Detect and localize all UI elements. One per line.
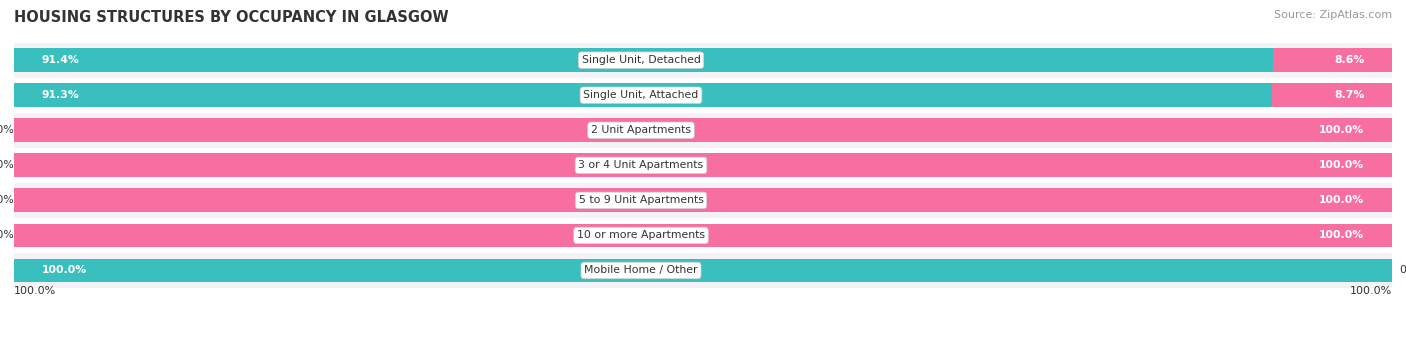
- Text: 0.0%: 0.0%: [0, 125, 14, 135]
- Text: Single Unit, Detached: Single Unit, Detached: [582, 55, 700, 65]
- Bar: [14, 83, 1272, 107]
- Text: 5 to 9 Unit Apartments: 5 to 9 Unit Apartments: [578, 195, 703, 205]
- Bar: [14, 43, 1392, 78]
- Text: Source: ZipAtlas.com: Source: ZipAtlas.com: [1274, 10, 1392, 20]
- Bar: [14, 78, 1392, 113]
- Text: 10 or more Apartments: 10 or more Apartments: [576, 231, 704, 240]
- Bar: [14, 258, 1392, 282]
- Text: 91.4%: 91.4%: [42, 55, 80, 65]
- Bar: [14, 183, 1392, 218]
- Text: Single Unit, Attached: Single Unit, Attached: [583, 90, 699, 100]
- Bar: [14, 48, 1274, 72]
- Text: HOUSING STRUCTURES BY OCCUPANCY IN GLASGOW: HOUSING STRUCTURES BY OCCUPANCY IN GLASG…: [14, 10, 449, 25]
- Text: 8.7%: 8.7%: [1334, 90, 1364, 100]
- Text: 2 Unit Apartments: 2 Unit Apartments: [591, 125, 690, 135]
- Bar: [14, 153, 1392, 177]
- Text: 3 or 4 Unit Apartments: 3 or 4 Unit Apartments: [578, 160, 703, 170]
- Bar: [14, 253, 1392, 288]
- Text: 100.0%: 100.0%: [1319, 125, 1364, 135]
- Bar: [1272, 83, 1392, 107]
- Text: 100.0%: 100.0%: [1350, 286, 1392, 296]
- Bar: [14, 48, 1392, 72]
- Text: 91.3%: 91.3%: [42, 90, 80, 100]
- Bar: [14, 148, 1392, 183]
- Text: 0.0%: 0.0%: [0, 160, 14, 170]
- Bar: [14, 189, 1392, 212]
- Text: 100.0%: 100.0%: [42, 266, 87, 276]
- Text: 100.0%: 100.0%: [1319, 231, 1364, 240]
- Text: 100.0%: 100.0%: [1319, 195, 1364, 205]
- Bar: [14, 118, 1392, 142]
- Text: 0.0%: 0.0%: [1399, 266, 1406, 276]
- Bar: [14, 113, 1392, 148]
- Text: 8.6%: 8.6%: [1334, 55, 1364, 65]
- Bar: [1274, 48, 1392, 72]
- Text: Mobile Home / Other: Mobile Home / Other: [585, 266, 697, 276]
- Bar: [14, 153, 1392, 177]
- Bar: [14, 223, 1392, 247]
- Bar: [14, 118, 1392, 142]
- Bar: [14, 218, 1392, 253]
- Text: 0.0%: 0.0%: [0, 231, 14, 240]
- Text: 100.0%: 100.0%: [1319, 160, 1364, 170]
- Bar: [14, 189, 1392, 212]
- Bar: [14, 223, 1392, 247]
- Text: 0.0%: 0.0%: [0, 195, 14, 205]
- Bar: [14, 258, 1392, 282]
- Bar: [14, 83, 1392, 107]
- Text: 100.0%: 100.0%: [14, 286, 56, 296]
